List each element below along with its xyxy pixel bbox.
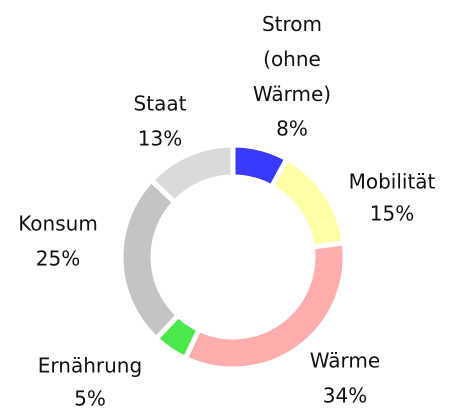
value-label: 5% [74, 387, 106, 410]
segment-label: Wärme [310, 349, 380, 373]
segment-label: Ernährung [38, 354, 142, 378]
segment-label: Staat [134, 92, 187, 116]
value-label: 8% [276, 117, 308, 141]
donut-segment [118, 176, 182, 343]
donut-segment [147, 142, 236, 206]
segment-label: Mobilität [349, 170, 436, 194]
segment-label: Konsum [18, 212, 98, 236]
value-label: 13% [138, 127, 182, 151]
value-label: 34% [323, 384, 367, 408]
donut-segment [268, 155, 347, 250]
value-label: 25% [36, 247, 80, 271]
donut-segment [181, 240, 348, 372]
segment-label: Strom (ohne Wärme) [253, 12, 331, 106]
value-label: 15% [370, 202, 414, 226]
